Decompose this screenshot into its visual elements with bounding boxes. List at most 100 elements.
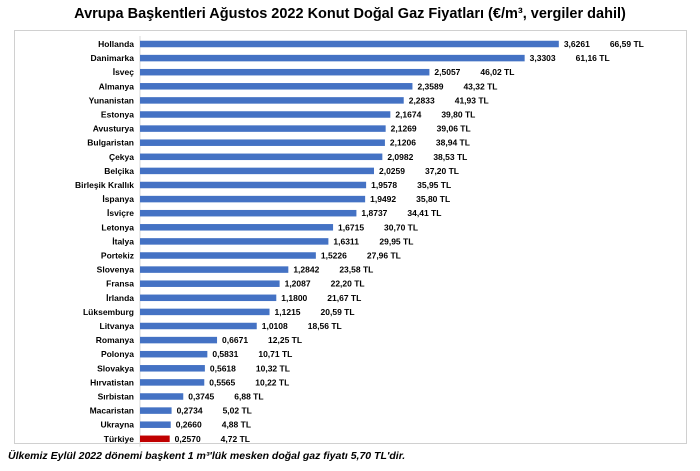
bar — [140, 40, 559, 48]
tl-price-label: 6,88 TL — [234, 392, 263, 402]
category-label: Bulgaristan — [87, 138, 134, 148]
category-label: İrlanda — [106, 293, 134, 303]
category-label: Litvanya — [100, 321, 135, 331]
value-label: 1,6715 — [338, 222, 364, 232]
tl-price-label: 21,67 TL — [327, 293, 361, 303]
tl-price-label: 10,22 TL — [255, 377, 289, 387]
tl-price-label: 46,02 TL — [480, 67, 514, 77]
bar — [140, 365, 205, 372]
tl-price-label: 30,70 TL — [384, 222, 418, 232]
category-label: Yunanistan — [89, 95, 134, 105]
category-label: Slovenya — [97, 265, 135, 275]
bar — [140, 280, 280, 287]
value-label: 0,2660 — [176, 420, 202, 430]
tl-price-label: 10,71 TL — [258, 349, 292, 359]
bar — [140, 224, 334, 231]
value-label: 0,5831 — [212, 349, 238, 359]
tl-price-label: 38,94 TL — [436, 138, 470, 148]
value-label: 1,9578 — [371, 180, 397, 190]
category-label: Romanya — [96, 335, 135, 345]
value-label: 2,0259 — [379, 166, 405, 176]
value-label: 1,8737 — [361, 208, 387, 218]
tl-price-label: 39,80 TL — [441, 110, 475, 120]
tl-price-label: 35,80 TL — [416, 194, 450, 204]
tl-price-label: 22,20 TL — [331, 279, 365, 289]
footnote: Ülkemiz Eylül 2022 dönemi başkent 1 m³'l… — [8, 450, 406, 462]
bar — [140, 139, 385, 146]
category-label: Estonya — [101, 110, 134, 120]
value-label: 0,2734 — [177, 406, 203, 416]
category-label: İtalya — [112, 236, 134, 246]
bar — [140, 195, 366, 203]
tl-price-label: 37,20 TL — [425, 166, 459, 176]
bar — [140, 252, 316, 259]
value-label: 1,2842 — [293, 265, 319, 275]
value-label: 0,3745 — [188, 392, 214, 402]
category-label: Belçika — [104, 166, 134, 176]
tl-price-label: 5,02 TL — [223, 406, 252, 416]
category-label: Almanya — [99, 81, 135, 91]
bar — [140, 308, 270, 316]
bar — [140, 68, 430, 76]
value-label: 0,6671 — [222, 335, 248, 345]
bar — [140, 393, 184, 400]
bar — [140, 238, 329, 245]
category-label: Hollanda — [98, 39, 134, 49]
category-label: Çekya — [109, 152, 134, 162]
value-label: 0,5565 — [209, 377, 235, 387]
bar — [140, 421, 171, 428]
value-label: 2,0982 — [387, 152, 413, 162]
tl-price-label: 10,32 TL — [256, 363, 290, 373]
category-label: İsviçre — [107, 208, 134, 218]
bar — [140, 322, 257, 330]
tl-price-label: 27,96 TL — [367, 251, 401, 261]
tl-price-label: 66,59 TL — [610, 39, 644, 49]
tl-price-label: 20,59 TL — [321, 307, 355, 317]
value-label: 1,1800 — [281, 293, 307, 303]
value-label: 3,6261 — [564, 39, 590, 49]
bar — [140, 54, 525, 62]
tl-price-label: 4,72 TL — [221, 434, 250, 444]
value-label: 2,3589 — [417, 81, 443, 91]
bar — [140, 379, 205, 386]
bar — [140, 336, 218, 344]
category-label: Polonya — [101, 349, 134, 359]
chart-title: Avrupa Başkentleri Ağustos 2022 Konut Do… — [74, 6, 626, 22]
bar — [140, 350, 208, 358]
category-label: Portekiz — [101, 251, 134, 261]
bar — [140, 407, 172, 414]
value-label: 0,2570 — [175, 434, 201, 444]
category-label: Lüksemburg — [83, 307, 134, 317]
tl-price-label: 18,56 TL — [308, 321, 342, 331]
bar — [140, 111, 391, 118]
category-label: Letonya — [101, 222, 134, 232]
category-label: Hırvatistan — [90, 377, 134, 387]
category-label: Ukrayna — [100, 420, 134, 430]
category-label: Slovakya — [97, 363, 134, 373]
tl-price-label: 29,95 TL — [379, 236, 413, 246]
bar — [140, 209, 357, 217]
value-label: 1,2087 — [285, 279, 311, 289]
category-label: Macaristan — [90, 406, 134, 416]
value-label: 2,2833 — [409, 95, 435, 105]
value-label: 1,9492 — [370, 194, 396, 204]
tl-price-label: 38,53 TL — [433, 152, 467, 162]
category-label: Sırbistan — [98, 392, 134, 402]
category-label: Birleşik Krallık — [75, 180, 134, 190]
value-label: 1,6311 — [333, 236, 359, 246]
category-label: Danimarka — [91, 53, 135, 63]
value-label: 2,1206 — [390, 138, 416, 148]
category-label: Avusturya — [93, 124, 135, 134]
value-label: 1,0108 — [262, 321, 288, 331]
category-label: Fransa — [106, 279, 134, 289]
value-label: 1,5226 — [321, 251, 347, 261]
bar — [140, 83, 413, 90]
value-label: 2,1674 — [395, 110, 421, 120]
tl-price-label: 12,25 TL — [268, 335, 302, 345]
category-label: İsveç — [113, 67, 135, 77]
tl-price-label: 43,32 TL — [463, 81, 497, 91]
bar — [140, 125, 386, 132]
tl-price-label: 41,93 TL — [455, 95, 489, 105]
bar — [140, 181, 367, 189]
